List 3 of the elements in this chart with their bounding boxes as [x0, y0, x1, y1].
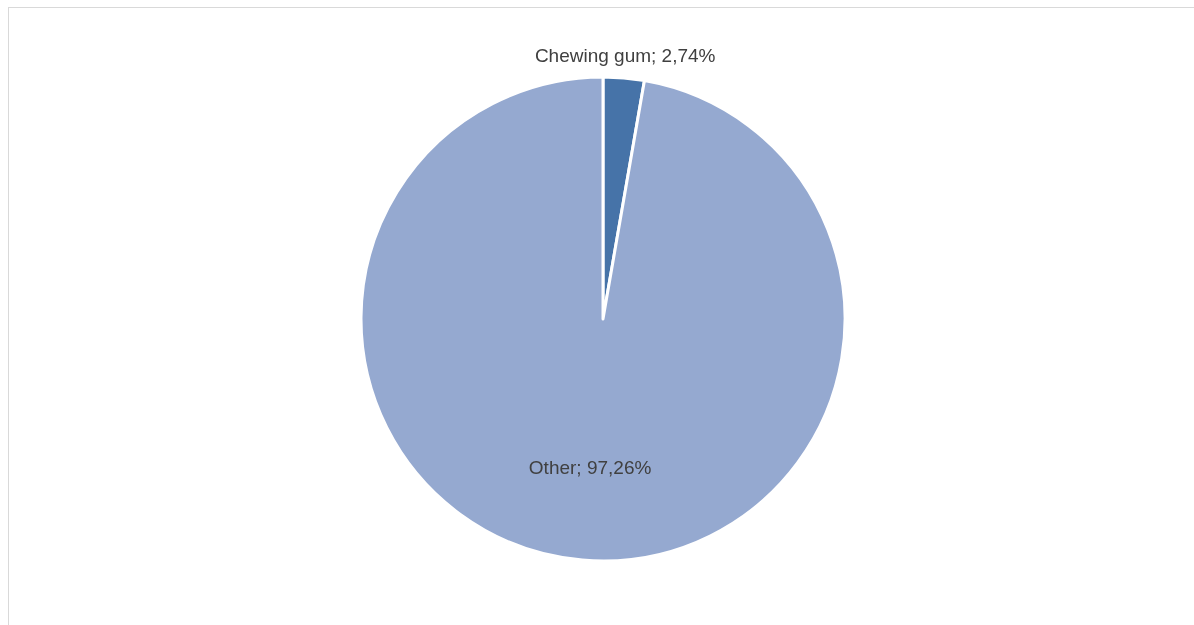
pie-slice [359, 75, 847, 563]
slice-label: Chewing gum; 2,74% [534, 44, 716, 66]
slice-label: Other; 97,26% [528, 456, 652, 478]
